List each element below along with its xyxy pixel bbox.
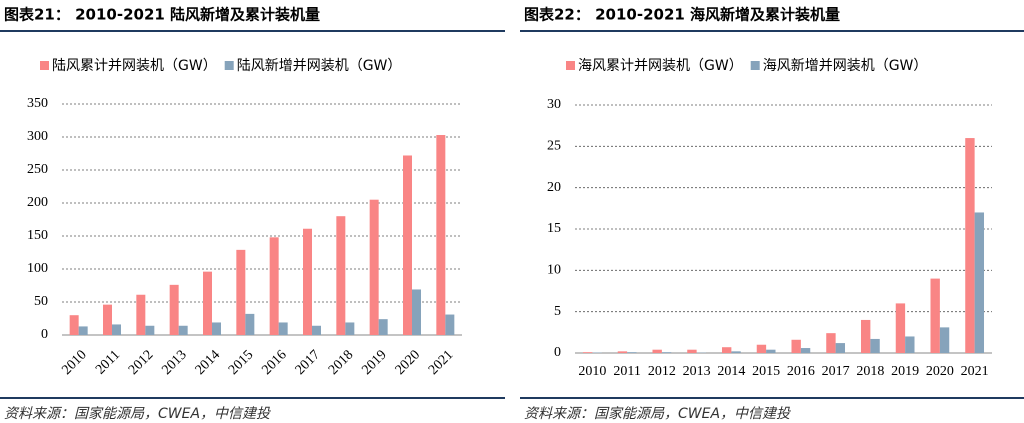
legend-label: 海风累计并网装机（GW） <box>578 58 743 74</box>
source-note: 资料来源：国家能源局，CWEA，中信建投 <box>524 406 792 422</box>
y-tick-label: 5 <box>554 304 561 319</box>
bar <box>412 289 421 335</box>
y-tick-label: 0 <box>554 345 561 360</box>
bar <box>617 351 628 353</box>
y-tick-label: 30 <box>547 97 561 112</box>
bar <box>870 338 880 353</box>
bar <box>627 352 637 353</box>
x-tick-label: 2012 <box>648 364 676 379</box>
bar <box>103 304 112 335</box>
bar <box>345 322 355 335</box>
y-tick-label: 20 <box>547 180 561 195</box>
y-tick-label: 150 <box>27 228 48 243</box>
bar <box>791 339 801 353</box>
x-tick-label: 2010 <box>578 364 606 379</box>
bar <box>303 228 312 335</box>
x-tick-label: 2014 <box>193 347 223 377</box>
bar <box>203 271 212 335</box>
bar <box>939 327 950 353</box>
bar <box>661 352 672 353</box>
bar <box>312 325 321 335</box>
x-tick-label: 2017 <box>822 364 850 379</box>
y-tick-label: 25 <box>547 139 561 154</box>
legend-label: 陆风新增并网装机（GW） <box>237 58 402 74</box>
bar <box>69 315 79 335</box>
y-tick-label: 100 <box>27 261 48 276</box>
bar <box>445 314 455 335</box>
bar <box>369 199 379 335</box>
bar <box>169 284 179 335</box>
bar <box>652 349 662 353</box>
y-tick-label: 0 <box>41 327 48 342</box>
bar <box>860 319 871 353</box>
legend-label: 陆风累计并网装机（GW） <box>52 58 217 74</box>
bar <box>403 155 412 335</box>
bar <box>245 313 255 335</box>
chart-title: 图表21： 2010-2021 陆风新增及累计装机量 <box>4 6 320 24</box>
x-tick-label: 2018 <box>856 364 884 379</box>
y-tick-label: 300 <box>27 129 48 144</box>
bar <box>731 351 741 353</box>
bar <box>826 333 836 353</box>
bar <box>78 326 88 335</box>
bar <box>212 322 221 335</box>
bar <box>800 348 811 353</box>
legend-swatch <box>566 61 575 70</box>
x-tick-label: 2015 <box>752 364 780 379</box>
bar <box>278 322 288 335</box>
bar <box>965 138 975 353</box>
x-tick-label: 2019 <box>891 364 919 379</box>
x-tick-label: 2014 <box>717 364 745 379</box>
bar <box>756 344 767 353</box>
y-tick-label: 10 <box>547 263 561 278</box>
y-tick-label: 200 <box>27 195 48 210</box>
legend-swatch <box>40 61 49 70</box>
y-tick-label: 15 <box>547 221 561 236</box>
x-tick-label: 2013 <box>159 347 189 377</box>
x-tick-label: 2020 <box>926 364 954 379</box>
x-tick-label: 2010 <box>59 347 89 377</box>
bar <box>974 212 985 353</box>
x-tick-label: 2021 <box>961 364 989 379</box>
bar <box>835 343 846 353</box>
x-tick-label: 2016 <box>259 347 289 377</box>
x-tick-label: 2019 <box>359 347 389 377</box>
x-tick-label: 2017 <box>293 347 323 377</box>
chart-title: 图表22： 2010-2021 海风新增及累计装机量 <box>524 6 840 24</box>
bar <box>236 249 246 335</box>
x-tick-label: 2012 <box>126 347 156 377</box>
bar <box>766 349 776 353</box>
bar <box>336 216 346 335</box>
y-tick-label: 50 <box>34 294 48 309</box>
x-tick-label: 2016 <box>787 364 815 379</box>
bar <box>136 294 146 335</box>
bar <box>436 135 446 335</box>
legend-swatch <box>224 61 234 70</box>
x-tick-label: 2011 <box>613 364 640 379</box>
bar <box>145 325 155 335</box>
x-tick-label: 2021 <box>426 347 456 377</box>
bar <box>378 319 388 335</box>
bar <box>112 324 121 335</box>
x-tick-label: 2015 <box>226 347 256 377</box>
legend-swatch <box>750 61 760 70</box>
bar <box>895 303 906 353</box>
y-tick-label: 250 <box>27 162 48 177</box>
bar <box>269 237 279 335</box>
x-tick-label: 2020 <box>393 347 423 377</box>
bar <box>905 336 915 353</box>
x-tick-label: 2013 <box>683 364 711 379</box>
bar <box>178 325 188 335</box>
bar <box>721 347 732 353</box>
x-tick-label: 2011 <box>93 347 123 377</box>
legend-label: 海风新增并网装机（GW） <box>763 58 928 74</box>
bar <box>687 349 697 353</box>
x-tick-label: 2018 <box>326 347 356 377</box>
source-note: 资料来源：国家能源局，CWEA，中信建投 <box>4 406 272 422</box>
bar <box>930 278 940 353</box>
bar <box>582 352 593 353</box>
y-tick-label: 350 <box>27 96 48 111</box>
